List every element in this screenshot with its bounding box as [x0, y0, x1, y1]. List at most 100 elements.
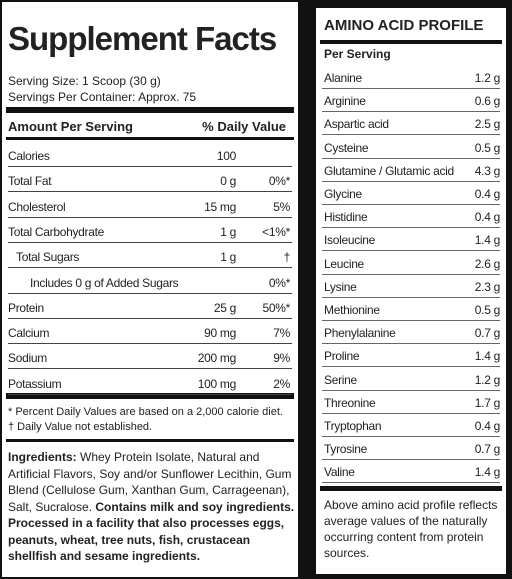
amino-acid-panel: AMINO ACID PROFILE Per Serving Above ami…: [316, 8, 506, 574]
ingredient-text: Whey Protein Isolate, Natural and Artifi…: [8, 450, 292, 514]
amount: 100 mg: [197, 376, 237, 391]
thick-rule: [320, 40, 502, 44]
amino-name: Valine: [324, 465, 355, 480]
amino-name: Cysteine: [324, 140, 369, 155]
amino-amount: 0.7 g: [474, 442, 501, 457]
daily-value: 7%: [273, 326, 290, 341]
nutrient-name: Total Fat: [8, 174, 52, 189]
daily-value: 2%: [273, 376, 290, 391]
amino-name: Phenylalanine: [324, 326, 396, 341]
amino-name: Glycine: [324, 187, 362, 201]
amino-row: Serine 1.2 g: [322, 368, 500, 391]
amino-amount: 0.6 g: [474, 94, 501, 109]
amino-row: Valine 1.4 g: [322, 460, 501, 484]
ingredients: Ingredients: Whey Protein Isolate, Natur…: [8, 449, 296, 565]
rule: [6, 137, 294, 140]
supplement-facts-panel: Supplement Facts Serving Size: 1 Scoop (…: [2, 2, 298, 577]
amino-name: Tyrosine: [324, 442, 367, 457]
amino-row: Arginine 0.6 g: [322, 89, 501, 113]
amino-name: Tryptophan: [324, 419, 382, 433]
daily-value: <1%*: [262, 224, 290, 239]
nutrient-name: Sodium: [8, 351, 47, 366]
amino-name: Lysine: [324, 279, 357, 294]
amino-name: Histidine: [324, 210, 368, 225]
nutrient-name: Protein: [8, 300, 44, 315]
daily-value: 5%: [273, 199, 290, 214]
amino-row: Threonine 1.7 g: [322, 391, 500, 414]
thick-rule: [320, 486, 502, 491]
amount: 15 mg: [204, 199, 236, 214]
amino-row: Proline 1.4 g: [322, 344, 501, 368]
amino-row: Glycine 0.4 g: [322, 182, 500, 205]
nutrient-name: Total Sugars: [16, 250, 80, 265]
amino-row: Glutamine / Glutamic acid 4.3 g: [322, 159, 500, 182]
amino-name: Arginine: [324, 94, 366, 109]
amino-title: AMINO ACID PROFILE: [324, 17, 484, 34]
fact-row: Total Sugars 1 g †: [8, 242, 292, 269]
amino-row: Aspartic acid 2.5 g: [322, 112, 501, 136]
fact-row: Sodium 200 mg 9%: [8, 343, 292, 370]
amino-amount: 2.6 g: [474, 256, 501, 271]
amino-amount: 2.3 g: [474, 279, 501, 294]
daily-value: 0%*: [268, 275, 290, 290]
nutrient-name: Potassium: [8, 376, 62, 391]
amino-row: Methionine 0.5 g: [322, 298, 500, 321]
amino-row: Tryptophan 0.4 g: [322, 414, 500, 437]
nutrient-name: Cholesterol: [8, 199, 66, 214]
amino-name: Glutamine / Glutamic acid: [324, 163, 454, 178]
amino-row: Isoleucine 1.4 g: [322, 228, 501, 252]
nutrient-name: Calcium: [8, 326, 50, 341]
amino-note: Above amino acid profile reflects averag…: [324, 498, 498, 560]
ingredient-text: Ingredients:: [8, 450, 77, 464]
servings-per-container: Servings Per Container: Approx. 75: [8, 90, 197, 104]
nutrient-name: Total Carbohydrate: [8, 224, 104, 239]
amino-amount: 0.4 g: [474, 419, 501, 433]
amino-amount: 1.4 g: [474, 233, 501, 248]
amino-name: Threonine: [324, 395, 376, 410]
amino-row: Lysine 2.3 g: [322, 275, 500, 298]
amino-row: Alanine 1.2 g: [322, 66, 500, 89]
amino-row: Tyrosine 0.7 g: [322, 437, 501, 461]
fact-row: Calories 100: [8, 141, 292, 167]
amino-amount: 2.5 g: [474, 117, 501, 132]
amino-amount: 0.5 g: [474, 140, 501, 155]
header-dv: % Daily Value: [202, 119, 286, 134]
amino-name: Alanine: [324, 71, 362, 85]
daily-value: †: [283, 250, 291, 265]
amino-name: Leucine: [324, 256, 364, 271]
header-amount: Amount Per Serving: [8, 119, 133, 134]
amino-amount: 1.2 g: [474, 71, 501, 85]
nutrient-name: Calories: [8, 149, 50, 163]
amino-amount: 1.4 g: [474, 349, 501, 364]
amino-amount: 0.4 g: [474, 187, 501, 201]
amount: 25 g: [213, 300, 236, 315]
amino-subheader: Per Serving: [324, 47, 391, 61]
amino-amount: 0.4 g: [474, 210, 501, 225]
nutrient-name: Includes 0 g of Added Sugars: [30, 275, 179, 290]
daily-value: 9%: [273, 351, 290, 366]
thick-rule: [6, 107, 294, 113]
thick-rule: [6, 393, 294, 399]
fact-row: Cholesterol 15 mg 5%: [8, 192, 292, 218]
amount: 0 g: [220, 174, 236, 189]
amino-amount: 1.2 g: [474, 372, 501, 387]
amino-name: Methionine: [324, 303, 380, 317]
amount: 1 g: [220, 250, 236, 265]
fact-row: Total Carbohydrate 1 g <1%*: [8, 217, 292, 243]
amount: 1 g: [220, 224, 236, 239]
amino-amount: 0.5 g: [474, 303, 501, 317]
amino-amount: 1.4 g: [474, 465, 501, 480]
amino-name: Isoleucine: [324, 233, 376, 248]
amino-name: Aspartic acid: [324, 117, 389, 132]
rule: [6, 439, 294, 442]
amino-amount: 1.7 g: [474, 395, 501, 410]
ingredient-text: Contains milk and soy ingredients. Proce…: [8, 499, 295, 564]
amino-row: Leucine 2.6 g: [322, 252, 500, 275]
daily-value: 50%*: [262, 300, 291, 315]
fact-row: Includes 0 g of Added Sugars 0%*: [8, 268, 292, 294]
footnote: † Daily Value not established.: [8, 421, 153, 433]
amount: 100: [216, 149, 236, 163]
amino-amount: 0.7 g: [474, 326, 501, 341]
amino-row: Phenylalanine 0.7 g: [322, 321, 501, 345]
